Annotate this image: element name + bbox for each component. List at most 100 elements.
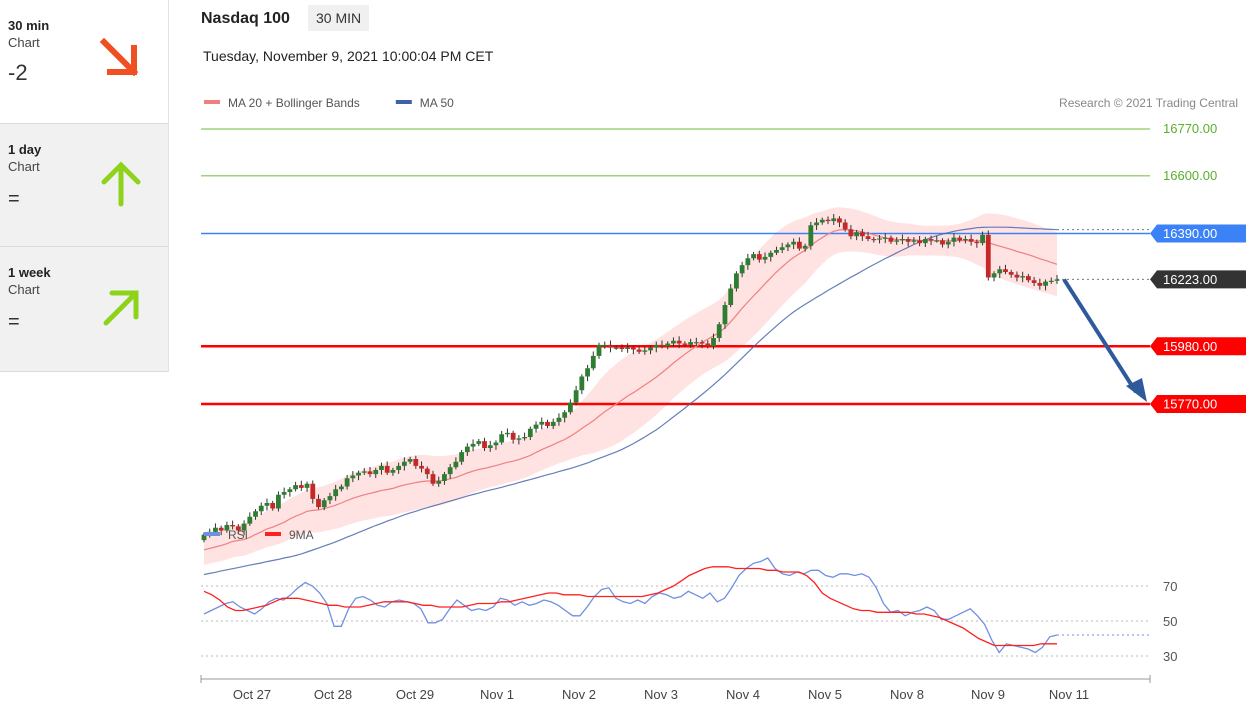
price-legend: MA 20 + Bollinger Bands MA 50 Research © 2… [204, 96, 1238, 110]
candle-body [711, 338, 716, 347]
time-axis-label: Nov 9 [971, 687, 1005, 702]
candle-body [235, 526, 241, 531]
timeframe-30min[interactable]: 30 min Chart -2 [0, 0, 168, 124]
timeframe-1week[interactable]: 1 week Chart = [0, 247, 168, 372]
candle-body [779, 247, 785, 250]
candle-body [1054, 279, 1060, 281]
candle-body [253, 511, 258, 517]
candle-body [900, 239, 905, 241]
candle-body [991, 273, 997, 278]
rsi-line [203, 557, 1058, 654]
candle-body [310, 483, 316, 499]
candle-body [258, 505, 264, 512]
candle-body [819, 219, 825, 223]
candle-body [396, 465, 402, 470]
candle-body [482, 441, 487, 448]
ma20-line [203, 229, 1058, 551]
candle-body [585, 368, 590, 377]
rsi-ma9-line [203, 566, 1057, 647]
candle-body [882, 237, 888, 239]
candle-body [487, 445, 493, 448]
timeframe-label: 30 min [8, 18, 50, 33]
candle-body [894, 240, 900, 242]
candle-body [304, 483, 310, 488]
candle-body [579, 376, 585, 391]
candle-body [333, 489, 339, 497]
candle-body [928, 239, 934, 241]
candle-body [230, 525, 236, 527]
candle-body [739, 265, 745, 274]
candle-body [447, 467, 453, 475]
candle-body [871, 239, 877, 241]
candle-body [1020, 276, 1026, 278]
timeframe-score: -2 [8, 60, 28, 85]
candle-body [825, 219, 831, 222]
rsi-legend-swatch [204, 532, 220, 536]
candle-body [390, 470, 396, 473]
rsi-tick-label: 70 [1163, 579, 1177, 594]
candle-body [1003, 269, 1008, 272]
candle-body [831, 218, 837, 222]
candle-body [298, 485, 304, 488]
time-axis: Oct 27 Oct 28 Oct 29 Nov 1 Nov 2 Nov 3 Nov 4 No… [200, 675, 1151, 702]
bollinger-band-fill [204, 207, 1057, 565]
candle-body [636, 349, 642, 352]
candle-body [567, 402, 573, 413]
timeframe-1day[interactable]: 1 day Chart = [0, 124, 168, 247]
candle-body [407, 459, 413, 462]
candle-body [224, 525, 230, 531]
candle-body [361, 471, 367, 473]
candle-body [945, 241, 951, 245]
candle-body [270, 503, 276, 509]
candle-body [642, 350, 648, 352]
candle-body [951, 237, 957, 242]
candle-body [722, 305, 728, 325]
legend-swatch [204, 100, 220, 104]
candle-body [287, 489, 293, 492]
candle-body [688, 342, 694, 345]
timeframe-badge: 30 MIN [308, 5, 370, 31]
candle-body [344, 478, 350, 487]
candle-body [264, 503, 270, 506]
candle-body [419, 465, 424, 469]
candle-body [791, 241, 797, 245]
projection-arrow-line [1062, 278, 1138, 394]
level-tag-shape [1150, 337, 1246, 356]
copyright-text: Research © 2021 Trading Central [1059, 96, 1238, 110]
candle-body [705, 343, 711, 347]
candle-body [545, 421, 550, 426]
candle-body [619, 347, 625, 349]
candle-body [888, 237, 894, 242]
candle-body [590, 355, 596, 369]
rsi-panel: 30 50 70 RSI 9MA [201, 528, 1177, 664]
time-axis-label: Nov 8 [890, 687, 924, 702]
candle-body [734, 273, 739, 289]
candle-body [842, 222, 848, 230]
candle-body [671, 340, 676, 344]
candle-body [201, 534, 207, 541]
candle-body [1037, 283, 1043, 286]
candle-body [659, 344, 665, 347]
timeframe-sidebar: 30 min Chart -2 1 day Chart = 1 week Cha… [0, 0, 169, 372]
candle-body [693, 342, 699, 344]
candle-body [379, 465, 384, 470]
rsi-legend-label: 9MA [289, 528, 314, 542]
ma50-line [203, 226, 1058, 576]
candle-body [756, 254, 762, 260]
candle-body [865, 236, 871, 239]
rsi-tick-label: 30 [1163, 649, 1177, 664]
time-axis-label: Nov 5 [808, 687, 842, 702]
candle-body [608, 344, 613, 348]
candle-body [384, 465, 390, 473]
candle-body [728, 288, 734, 305]
rsi-legend-label: RSI [228, 528, 248, 542]
candle-body [716, 324, 722, 338]
candle-body [367, 471, 373, 475]
time-axis-label: Nov 4 [726, 687, 760, 702]
candle-body [653, 344, 659, 348]
legend-label: MA 50 [420, 96, 454, 110]
timeframe-sublabel: Chart [8, 35, 40, 50]
time-axis-label: Nov 11 [1049, 687, 1089, 702]
candle-body [550, 421, 556, 426]
